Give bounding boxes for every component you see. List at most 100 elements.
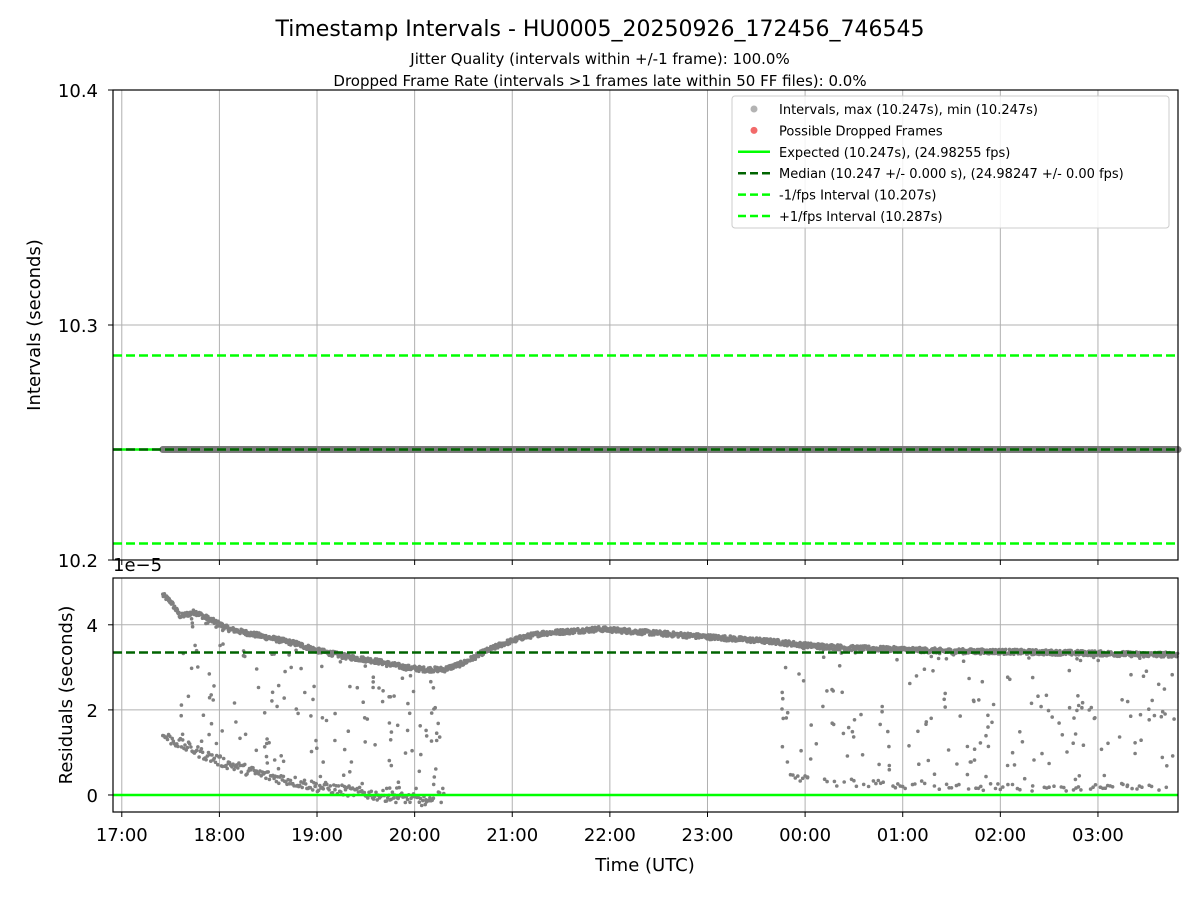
residual-point xyxy=(428,796,432,800)
residual-point xyxy=(893,785,898,790)
residual-point xyxy=(840,690,844,695)
residual-point xyxy=(944,782,949,787)
residual-point xyxy=(336,784,341,788)
x-tick-label: 17:00 xyxy=(96,825,148,846)
residual-point xyxy=(265,761,270,765)
residual-point xyxy=(324,718,329,723)
residual-point xyxy=(221,642,225,646)
legend-marker xyxy=(750,105,758,113)
residual-point xyxy=(381,788,385,793)
residual-point xyxy=(1036,694,1040,698)
legend-frame xyxy=(731,95,1170,229)
residual-point xyxy=(854,784,859,789)
residual-point xyxy=(429,739,434,743)
residual-point xyxy=(908,681,912,686)
residual-point xyxy=(330,791,335,795)
residual-point xyxy=(1060,733,1065,737)
residual-point xyxy=(429,711,434,715)
residual-point xyxy=(333,738,337,743)
residual-point xyxy=(328,784,333,788)
residual-point xyxy=(321,760,326,764)
residual-point xyxy=(421,665,426,669)
legend-label: Intervals, max (10.247s), min (10.247s) xyxy=(779,103,1038,118)
residual-point xyxy=(316,788,321,793)
residual-point xyxy=(314,738,318,743)
residual-point xyxy=(294,648,298,653)
residual-point xyxy=(357,785,362,790)
residual-point xyxy=(338,660,343,664)
residual-point xyxy=(377,686,381,690)
residual-point xyxy=(225,624,230,629)
residual-point xyxy=(1029,701,1034,706)
residual-point xyxy=(384,786,389,791)
residual-point xyxy=(809,723,813,727)
residual-point xyxy=(791,773,795,777)
residual-point xyxy=(405,728,410,733)
residual-point xyxy=(180,738,185,742)
x-tick-label: 23:00 xyxy=(682,825,734,846)
residual-point xyxy=(424,734,429,738)
residual-point xyxy=(614,630,619,634)
residual-point xyxy=(439,800,444,805)
residual-point xyxy=(276,683,281,688)
residual-point xyxy=(403,800,408,805)
residual-point xyxy=(277,781,281,786)
residual-point xyxy=(408,673,413,678)
residual-point xyxy=(1076,785,1081,789)
residual-point xyxy=(1005,675,1010,679)
chart-subtitle-dropped: Dropped Frame Rate (intervals >1 frames … xyxy=(333,72,866,90)
legend-items: Intervals, max (10.247s), min (10.247s) P… xyxy=(738,103,1124,225)
residual-point xyxy=(1075,657,1079,661)
residual-point xyxy=(296,711,300,716)
residual-point xyxy=(951,653,956,657)
residual-point xyxy=(273,635,278,639)
residual-point xyxy=(985,648,989,652)
residual-point xyxy=(1162,687,1167,691)
residual-point xyxy=(805,775,810,779)
residual-point xyxy=(801,646,806,651)
residual-point xyxy=(213,760,218,765)
residual-point xyxy=(380,699,385,704)
residuals-y-ticks: 0 2 4 xyxy=(87,616,113,807)
residual-point xyxy=(1040,751,1044,756)
residual-point xyxy=(965,744,970,749)
intervals-y-tick-label: 10.3 xyxy=(58,316,98,337)
residual-point xyxy=(355,685,360,690)
residual-point xyxy=(384,799,389,803)
residual-point xyxy=(434,731,439,735)
residual-point xyxy=(391,796,396,800)
residual-point xyxy=(407,711,412,716)
residual-point xyxy=(1030,675,1035,680)
intervals-y-axis-label: Intervals (seconds) xyxy=(24,239,45,411)
residual-point xyxy=(232,767,236,772)
residual-point xyxy=(926,758,931,763)
residual-point xyxy=(887,744,891,749)
residual-point xyxy=(825,779,829,784)
residual-point xyxy=(929,654,934,659)
residuals-y-tick-label: 2 xyxy=(87,701,98,722)
residual-point xyxy=(238,736,242,741)
residual-point xyxy=(590,625,595,630)
residual-point xyxy=(966,787,971,791)
residual-point xyxy=(1133,741,1137,745)
residual-point xyxy=(408,800,412,805)
residual-point xyxy=(300,785,305,790)
residual-point xyxy=(1072,716,1076,720)
residual-point xyxy=(170,736,174,741)
residual-point xyxy=(944,657,949,661)
residual-point xyxy=(214,741,219,746)
residual-point xyxy=(709,637,714,642)
residuals-offset-text: 1e−5 xyxy=(113,555,162,576)
residual-point xyxy=(349,760,354,764)
residual-point xyxy=(1081,743,1086,747)
residual-point xyxy=(781,696,785,701)
residual-point xyxy=(418,724,423,728)
residual-point xyxy=(243,762,247,767)
residual-point xyxy=(931,669,935,673)
residuals-y-tick-label: 4 xyxy=(87,616,98,637)
residual-point xyxy=(780,707,784,711)
x-tick-label: 03:00 xyxy=(1072,825,1124,846)
residual-point xyxy=(1075,708,1079,713)
residual-point xyxy=(842,780,846,784)
residual-point xyxy=(1030,784,1035,788)
